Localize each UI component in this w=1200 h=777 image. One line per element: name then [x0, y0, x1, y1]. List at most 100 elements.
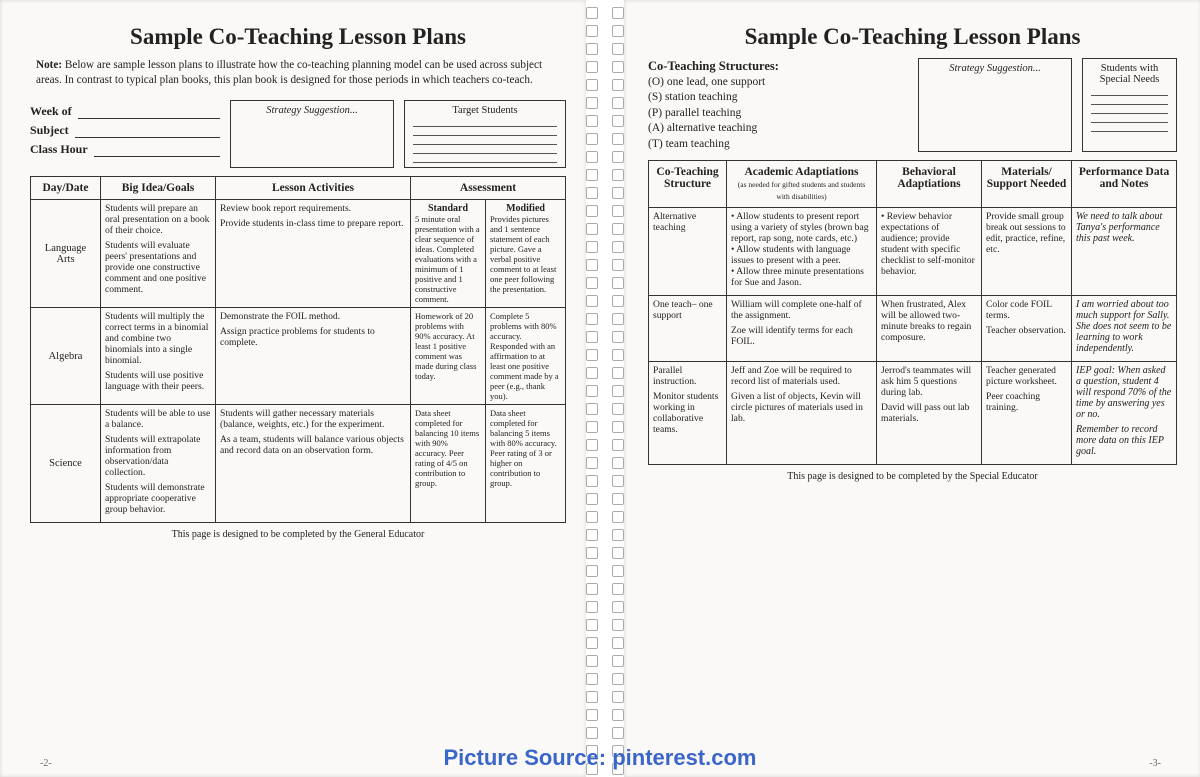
cell-notes: We need to talk about Tanya's performanc…	[1072, 208, 1177, 296]
ring-icon	[586, 169, 624, 181]
th-goals: Big Idea/Goals	[101, 177, 216, 200]
ring-icon	[586, 61, 624, 73]
week-label: Week of	[30, 104, 72, 119]
structure-item: (O) one lead, one support	[648, 75, 908, 91]
classhour-line	[94, 144, 220, 157]
target-box[interactable]: Target Students	[404, 100, 566, 168]
page-spread: Sample Co-Teaching Lesson Plans Note: Be…	[0, 0, 1200, 777]
cell-standard: Homework of 20 problems with 90% accurac…	[411, 308, 486, 405]
week-field[interactable]: Week of	[30, 104, 220, 119]
note-prefix: Note:	[36, 59, 62, 71]
right-footer: This page is designed to be completed by…	[648, 471, 1177, 482]
watermark: Picture Source: pinterest.com	[0, 745, 1200, 771]
cell-modified: Data sheet completed for balancing 5 ite…	[486, 405, 566, 523]
left-fields: Week of Subject Class Hour	[30, 100, 220, 168]
right-page: Sample Co-Teaching Lesson Plans Co-Teach…	[624, 0, 1200, 777]
cell-mat: Color code FOIL terms.Teacher observatio…	[982, 296, 1072, 362]
th-mat: Materials/ Support Needed	[982, 161, 1072, 208]
ring-icon	[586, 493, 624, 505]
week-line	[78, 106, 220, 119]
ring-icon	[586, 691, 624, 703]
ring-icon	[586, 133, 624, 145]
table-row: Science Students will be able to use a b…	[31, 405, 566, 523]
cell-mat: Teacher generated picture worksheet.Peer…	[982, 362, 1072, 465]
left-note: Note: Below are sample lesson plans to i…	[36, 58, 560, 88]
ring-icon	[586, 529, 624, 541]
classhour-field[interactable]: Class Hour	[30, 142, 220, 157]
ring-icon	[586, 403, 624, 415]
cell-subject: Science	[31, 405, 101, 523]
ring-icon	[586, 673, 624, 685]
ring-icon	[586, 223, 624, 235]
cell-subject: Language Arts	[31, 200, 101, 308]
strategy-box-right[interactable]: Strategy Suggestion...	[918, 58, 1072, 152]
cell-mat: Provide small group break out sessions t…	[982, 208, 1072, 296]
cell-activities: Demonstrate the FOIL method.Assign pract…	[216, 308, 411, 405]
cell-acad: Jeff and Zoe will be required to record …	[727, 362, 877, 465]
cell-standard: Data sheet completed for balancing 10 it…	[411, 405, 486, 523]
cell-acad: William will complete one-half of the as…	[727, 296, 877, 362]
strategy-box[interactable]: Strategy Suggestion...	[230, 100, 394, 168]
subject-label: Subject	[30, 123, 69, 138]
cell-goals: Students will prepare an oral presentati…	[101, 200, 216, 308]
left-table: Day/Date Big Idea/Goals Lesson Activitie…	[30, 176, 566, 523]
ring-icon	[586, 115, 624, 127]
table-row: Algebra Students will multiply the corre…	[31, 308, 566, 405]
ring-icon	[586, 457, 624, 469]
th-struct: Co-Teaching Structure	[649, 161, 727, 208]
cell-struct: Alternative teaching	[649, 208, 727, 296]
ring-icon	[586, 187, 624, 199]
ring-icon	[586, 367, 624, 379]
ring-icon	[586, 331, 624, 343]
spiral-binding	[586, 0, 624, 777]
cell-notes: I am worried about too much support for …	[1072, 296, 1177, 362]
cell-activities: Review book report requirements.Provide …	[216, 200, 411, 308]
target-label: Target Students	[411, 105, 559, 116]
th-notes: Performance Data and Notes	[1072, 161, 1177, 208]
ring-icon	[586, 277, 624, 289]
th-acad: Academic Adaptiations(as needed for gift…	[727, 161, 877, 208]
cell-acad: • Allow students to present report using…	[727, 208, 877, 296]
structures-heading: Co-Teaching Structures:	[648, 58, 908, 75]
note-body: Below are sample lesson plans to illustr…	[36, 59, 542, 86]
subject-field[interactable]: Subject	[30, 123, 220, 138]
left-page: Sample Co-Teaching Lesson Plans Note: Be…	[0, 0, 586, 777]
structure-item: (A) alternative teaching	[648, 121, 908, 137]
ring-icon	[586, 151, 624, 163]
ring-icon	[586, 25, 624, 37]
structure-item: (P) parallel teaching	[648, 106, 908, 122]
ring-icon	[586, 511, 624, 523]
cell-struct: Parallel instruction.Monitor students wo…	[649, 362, 727, 465]
right-toprow: Co-Teaching Structures: (O) one lead, on…	[648, 58, 1177, 152]
ring-icon	[586, 727, 624, 739]
ring-icon	[586, 637, 624, 649]
table-row: Alternative teaching • Allow students to…	[649, 208, 1177, 296]
cell-goals: Students will multiply the correct terms…	[101, 308, 216, 405]
ring-icon	[586, 205, 624, 217]
cell-modified: ModifiedProvides pictures and 1 sentence…	[486, 200, 566, 308]
classhour-label: Class Hour	[30, 142, 88, 157]
cell-notes: IEP goal: When asked a question, student…	[1072, 362, 1177, 465]
ring-icon	[586, 295, 624, 307]
th-daydate: Day/Date	[31, 177, 101, 200]
cell-goals: Students will be able to use a balance.S…	[101, 405, 216, 523]
strategy-label-right: Strategy Suggestion...	[925, 63, 1065, 74]
left-footer: This page is designed to be completed by…	[30, 529, 566, 540]
table-row: Language Arts Students will prepare an o…	[31, 200, 566, 308]
cell-subject: Algebra	[31, 308, 101, 405]
th-behav: Behavioral Adaptiations	[877, 161, 982, 208]
ring-icon	[586, 583, 624, 595]
ring-icon	[586, 475, 624, 487]
ring-icon	[586, 421, 624, 433]
ring-icon	[586, 241, 624, 253]
cell-behav: • Review behavior expectations of audien…	[877, 208, 982, 296]
ring-icon	[586, 601, 624, 613]
cell-activities: Students will gather necessary materials…	[216, 405, 411, 523]
right-table: Co-Teaching Structure Academic Adaptiati…	[648, 160, 1177, 465]
ring-icon	[586, 709, 624, 721]
cell-behav: When frustrated, Alex will be allowed tw…	[877, 296, 982, 362]
right-title: Sample Co-Teaching Lesson Plans	[648, 24, 1177, 50]
special-needs-box[interactable]: Students with Special Needs	[1082, 58, 1177, 152]
cell-behav: Jerrod's teammates will ask him 5 questi…	[877, 362, 982, 465]
table-row: One teach– one support William will comp…	[649, 296, 1177, 362]
